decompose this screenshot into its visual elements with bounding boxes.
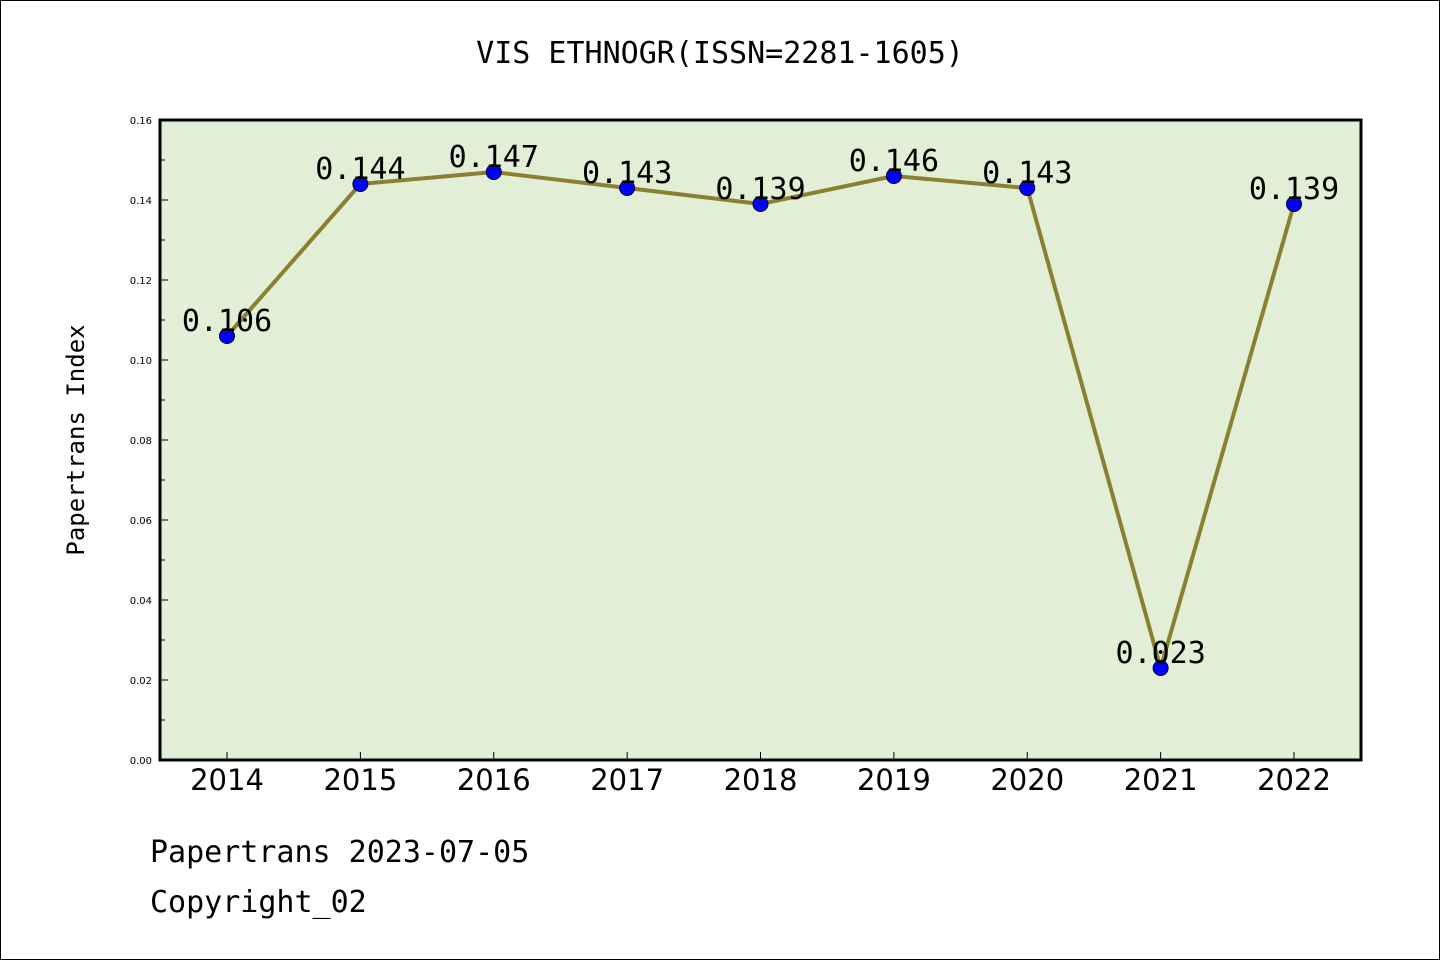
- data-point: [352, 176, 369, 192]
- y-tick-label: 0.14: [130, 196, 152, 207]
- data-label: 0.143: [582, 156, 672, 191]
- y-tick-label: 0.16: [130, 116, 152, 127]
- chart-title: VIS ETHNOGR(ISSN=2281-1605): [476, 36, 964, 71]
- footer-copyright-text: Copyright_02: [150, 885, 367, 920]
- y-tick-label: 0.08: [130, 436, 152, 447]
- x-tick-label: 2020: [990, 763, 1064, 797]
- data-point: [752, 196, 769, 212]
- footer-date-text: Papertrans 2023-07-05: [150, 835, 530, 870]
- y-tick-label: 0.10: [130, 356, 152, 367]
- x-tick-label: 2018: [724, 763, 798, 797]
- data-point: [885, 168, 902, 184]
- x-tick-label: 2017: [590, 763, 664, 797]
- data-label: 0.023: [1115, 636, 1205, 671]
- x-tick-label: 2015: [323, 763, 397, 797]
- data-label: 0.139: [1249, 172, 1339, 207]
- y-tick-label: 0.06: [130, 516, 152, 527]
- x-tick-label: 2014: [190, 763, 264, 797]
- data-label: 0.144: [315, 152, 405, 187]
- data-point: [1019, 180, 1036, 196]
- series-line-group: [219, 164, 1302, 676]
- y-tick-label: 0.00: [130, 756, 152, 767]
- y-tick-label: 0.12: [130, 276, 152, 287]
- y-axis-title: Papertrans Index: [62, 324, 90, 555]
- x-tick-label: 2019: [857, 763, 931, 797]
- x-tick-label: 2016: [457, 763, 531, 797]
- x-tick-label: 2022: [1257, 763, 1331, 797]
- data-point: [485, 164, 502, 180]
- x-tick-label: 2021: [1124, 763, 1198, 797]
- y-tick-label: 0.04: [130, 596, 152, 607]
- data-point: [219, 328, 235, 344]
- data-point: [619, 180, 636, 196]
- y-tick-label: 0.02: [130, 676, 152, 687]
- data-label: 0.143: [982, 156, 1072, 191]
- data-label: 0.147: [449, 140, 539, 175]
- plot-border: [158, 118, 1363, 762]
- data-label-group: 0.106 0.144 0.147 0.143 0.139 0.146 0.143 0.023…: [182, 140, 1339, 671]
- data-label: 0.106: [182, 304, 272, 339]
- plot-area: [160, 120, 1361, 760]
- x-axis: 2014 2015 2016 2017 2018 2019 2020 2021 2022: [190, 752, 1331, 797]
- data-point: [1286, 196, 1302, 212]
- data-label: 0.139: [715, 172, 805, 207]
- data-label: 0.146: [849, 144, 939, 179]
- data-point: [1152, 660, 1169, 676]
